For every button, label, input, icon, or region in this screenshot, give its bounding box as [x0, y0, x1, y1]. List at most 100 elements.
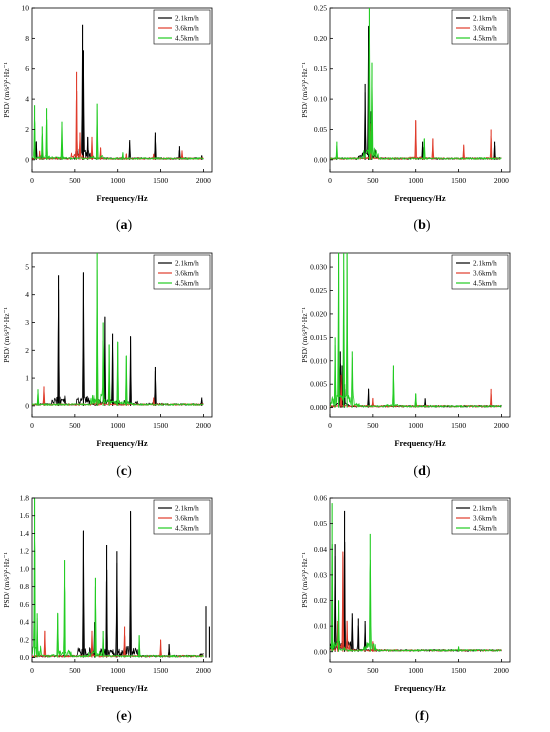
- panel-caption-c: (c): [116, 464, 132, 479]
- x-tick-label: 0: [328, 176, 332, 185]
- x-axis-label: Frequency/Hz: [96, 193, 148, 203]
- y-tick-label: 0.005: [310, 380, 327, 389]
- x-tick-label: 2000: [494, 176, 509, 185]
- legend-label: 2.1km/h: [473, 260, 497, 268]
- chart-panel-a: 0 500 1000 1500 2000 0 2 4 6 8 10 Frequency/Hz PSD/ …: [0, 0, 252, 215]
- y-tick-label: 0.4: [20, 618, 30, 627]
- y-tick-label: 0: [25, 401, 29, 410]
- y-tick-label: 4: [25, 95, 29, 104]
- legend-label: 3.6km/h: [175, 25, 199, 33]
- x-tick-label: 500: [69, 666, 81, 675]
- y-axis-label: PSD/ (m/s²)²·Hz⁻¹: [2, 552, 11, 608]
- legend-label: 4.5km/h: [473, 280, 497, 288]
- y-tick-label: 6: [25, 64, 29, 73]
- x-tick-label: 0: [328, 666, 332, 675]
- y-tick-label: 1.0: [20, 564, 30, 573]
- series-line-2-1km-h: [329, 541, 502, 652]
- series-line-4-5km-h: [329, 544, 502, 652]
- chart-svg-c: 0 500 1000 1500 2000 0 1 2 3 4 5 Frequency/Hz PSD/ (…: [2, 252, 213, 448]
- y-tick-label: 0.00: [314, 647, 327, 656]
- panel-caption-b: (b): [413, 218, 431, 233]
- legend-label: 4.5km/h: [175, 35, 199, 43]
- chart-panel-d: 0 500 1000 1500 2000 0.000 0.005 0.010 0.015 0.02…: [298, 245, 550, 460]
- y-tick-label: 0.010: [310, 356, 327, 365]
- series-line-4-5km-h: [31, 269, 204, 406]
- y-tick-label: 0.015: [310, 333, 327, 342]
- y-tick-label: 0.8: [20, 582, 30, 591]
- x-tick-label: 1500: [153, 176, 168, 185]
- y-tick-label: 0.20: [314, 34, 327, 43]
- y-tick-label: 0: [25, 155, 29, 164]
- y-tick-label: 0.25: [314, 4, 327, 13]
- y-tick-label: 0.6: [20, 600, 30, 609]
- chart-panel-e: 0 500 1000 1500 2000 0.0 0.2 0.4 0.6 0.8 1.0 1.2 1.4…: [0, 490, 252, 705]
- legend-label: 2.1km/h: [175, 15, 199, 23]
- y-tick-label: 0.000: [310, 403, 327, 412]
- x-tick-label: 1000: [110, 176, 125, 185]
- x-tick-label: 500: [367, 421, 379, 430]
- y-tick-label: 0.025: [310, 286, 327, 295]
- y-tick-label: 5: [25, 262, 29, 271]
- panel-caption-e: (e): [116, 709, 132, 724]
- y-tick-label: 0.030: [310, 263, 327, 272]
- chart-svg-a: 0 500 1000 1500 2000 0 2 4 6 8 10 Frequency/Hz PSD/ …: [2, 4, 213, 203]
- x-axis-label: Frequency/Hz: [394, 438, 446, 448]
- series-line-3-6km-h: [31, 630, 204, 658]
- legend-label: 3.6km/h: [473, 270, 497, 278]
- y-axis-label: PSD/ (m/s²)²·Hz⁻¹: [2, 307, 11, 363]
- x-tick-label: 2000: [494, 421, 509, 430]
- y-tick-label: 0.0: [20, 653, 30, 662]
- y-tick-label: 8: [25, 34, 29, 43]
- plot-frame: [329, 497, 511, 663]
- y-tick-label: 4: [25, 290, 29, 299]
- legend-label: 4.5km/h: [473, 525, 497, 533]
- y-tick-label: 0.05: [314, 125, 327, 134]
- legend-label: 4.5km/h: [473, 35, 497, 43]
- x-tick-label: 1000: [110, 421, 125, 430]
- x-tick-label: 500: [69, 421, 81, 430]
- x-tick-label: 1500: [153, 421, 168, 430]
- x-tick-label: 1500: [451, 176, 466, 185]
- legend-label: 2.1km/h: [175, 505, 199, 513]
- chart-svg-d: 0 500 1000 1500 2000 0.000 0.005 0.010 0.015 0.02…: [300, 252, 511, 448]
- x-tick-label: 0: [30, 421, 34, 430]
- x-tick-label: 1500: [451, 421, 466, 430]
- legend-label: 3.6km/h: [175, 515, 199, 523]
- y-tick-label: 3: [25, 318, 29, 327]
- y-axis-label: PSD/ (m/s²)²·Hz⁻¹: [2, 62, 11, 118]
- x-tick-label: 1500: [451, 666, 466, 675]
- series-line-4-5km-h: [31, 109, 204, 160]
- panel-caption-d: (d): [413, 464, 431, 479]
- x-tick-label: 1000: [110, 666, 125, 675]
- series-line-2-1km-h: [31, 39, 204, 160]
- x-tick-label: 2000: [196, 176, 211, 185]
- plot-frame: [31, 252, 213, 418]
- y-tick-label: 0.01: [314, 622, 327, 631]
- series-line-3-6km-h: [31, 90, 204, 160]
- x-axis-label: Frequency/Hz: [96, 683, 148, 693]
- series-line-4-5km-h: [31, 533, 204, 658]
- x-tick-label: 1500: [153, 666, 168, 675]
- x-tick-label: 2000: [196, 666, 211, 675]
- x-axis-label: Frequency/Hz: [394, 683, 446, 693]
- x-axis-label: Frequency/Hz: [96, 438, 148, 448]
- chart-svg-f: 0 500 1000 1500 2000 0.00 0.01 0.02 0.03 0.04 0.05…: [300, 494, 511, 693]
- legend-label: 2.1km/h: [473, 15, 497, 23]
- panel-caption-f: (f): [414, 709, 429, 724]
- plot-frame: [31, 497, 213, 663]
- x-tick-label: 2000: [494, 666, 509, 675]
- y-tick-label: 10: [22, 4, 30, 13]
- legend-label: 4.5km/h: [175, 525, 199, 533]
- panel-caption-a: (a): [115, 218, 133, 233]
- chart-svg-b: 0 500 1000 1500 2000 0.00 0.05 0.10 0.15 0.20 0.25…: [300, 4, 511, 203]
- legend-label: 2.1km/h: [473, 505, 497, 513]
- y-tick-label: 1.8: [20, 494, 30, 503]
- y-axis-label: PSD/ (m/s²)²·Hz⁻¹: [300, 307, 309, 363]
- y-tick-label: 0.03: [314, 570, 327, 579]
- y-tick-label: 0.06: [314, 494, 327, 503]
- x-tick-label: 0: [30, 176, 34, 185]
- series-line-4-5km-h: [329, 24, 502, 160]
- y-axis-label: PSD/ (m/s²)²·Hz⁻¹: [300, 62, 309, 118]
- y-tick-label: 1: [25, 374, 29, 383]
- plot-frame: [329, 252, 511, 418]
